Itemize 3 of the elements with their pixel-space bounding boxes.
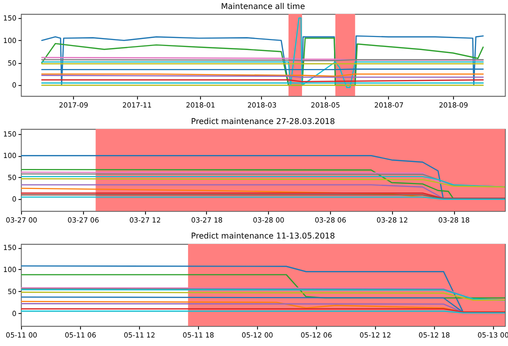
chart-title: Predict maintenance 27-28.03.2018 — [191, 117, 335, 126]
chart-title: Predict maintenance 11-13.05.2018 — [191, 232, 335, 241]
chart-title: Maintenance all time — [220, 2, 306, 11]
